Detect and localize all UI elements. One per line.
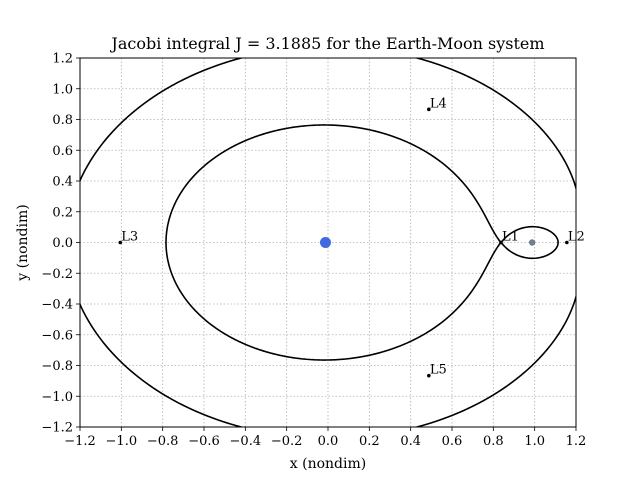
x-axis-label: x (nondim) — [290, 456, 366, 472]
y-tick-label-10: 0.8 — [52, 113, 73, 128]
l4-label: L4 — [430, 96, 447, 111]
x-tick-label-5: −0.2 — [271, 434, 303, 449]
x-tick-label-1: −1.0 — [106, 434, 138, 449]
x-tick-label-9: 0.6 — [442, 434, 463, 449]
earth-marker — [319, 237, 331, 248]
l3-marker — [118, 240, 123, 245]
x-tick-label-10: 0.8 — [483, 434, 504, 449]
y-tick-label-1: −1.0 — [41, 390, 73, 405]
y-tick-label-6: 0.0 — [52, 236, 73, 251]
moon-marker — [528, 239, 536, 246]
x-tick-label-7: 0.2 — [359, 434, 380, 449]
zero-velocity-curves — [80, 58, 576, 427]
l4-marker — [427, 107, 431, 112]
y-tick-label-9: 0.6 — [52, 144, 73, 159]
y-tick-label-4: −0.4 — [41, 298, 73, 313]
x-tick-label-11: 1.0 — [524, 434, 545, 449]
l3-label: L3 — [121, 230, 138, 245]
x-tick-label-3: −0.6 — [188, 434, 220, 449]
zero-velocity-curve — [80, 58, 576, 427]
x-tick-label-12: 1.2 — [566, 434, 587, 449]
y-tick-label-0: −1.2 — [41, 421, 73, 436]
l5-label: L5 — [430, 363, 447, 378]
primary-bodies — [319, 237, 536, 248]
l1-label: L1 — [502, 230, 519, 245]
y-tick-label-5: −0.2 — [41, 267, 73, 282]
l1-marker — [499, 240, 503, 245]
y-tick-label-8: 0.4 — [52, 175, 73, 190]
x-tick-label-2: −0.8 — [147, 434, 179, 449]
x-tick-label-4: −0.4 — [230, 434, 262, 449]
y-tick-label-3: −0.6 — [41, 328, 73, 343]
x-tick-label-6: 0.0 — [318, 434, 339, 449]
y-axis-ticks: −1.2 −1.0 −0.8 −0.6 −0.4 −0.2 0.0 0.2 0.4 0.6 0.8 1… — [41, 52, 80, 436]
l5-marker — [427, 373, 431, 378]
y-axis-label: y (nondim) — [15, 204, 31, 281]
x-tick-label-8: 0.4 — [400, 434, 421, 449]
chart-title: Jacobi integral J = 3.1885 for the Earth… — [109, 34, 544, 53]
l2-marker — [565, 240, 569, 245]
y-tick-label-11: 1.0 — [52, 82, 73, 97]
y-tick-label-12: 1.2 — [52, 52, 73, 67]
x-axis-ticks: −1.2 −1.0 −0.8 −0.6 −0.4 −0.2 0.0 0.2 0.4 0.6 0.8 1… — [64, 427, 586, 449]
y-tick-label-2: −0.8 — [41, 359, 73, 374]
x-tick-label-0: −1.2 — [64, 434, 96, 449]
y-tick-label-7: 0.2 — [52, 205, 73, 220]
